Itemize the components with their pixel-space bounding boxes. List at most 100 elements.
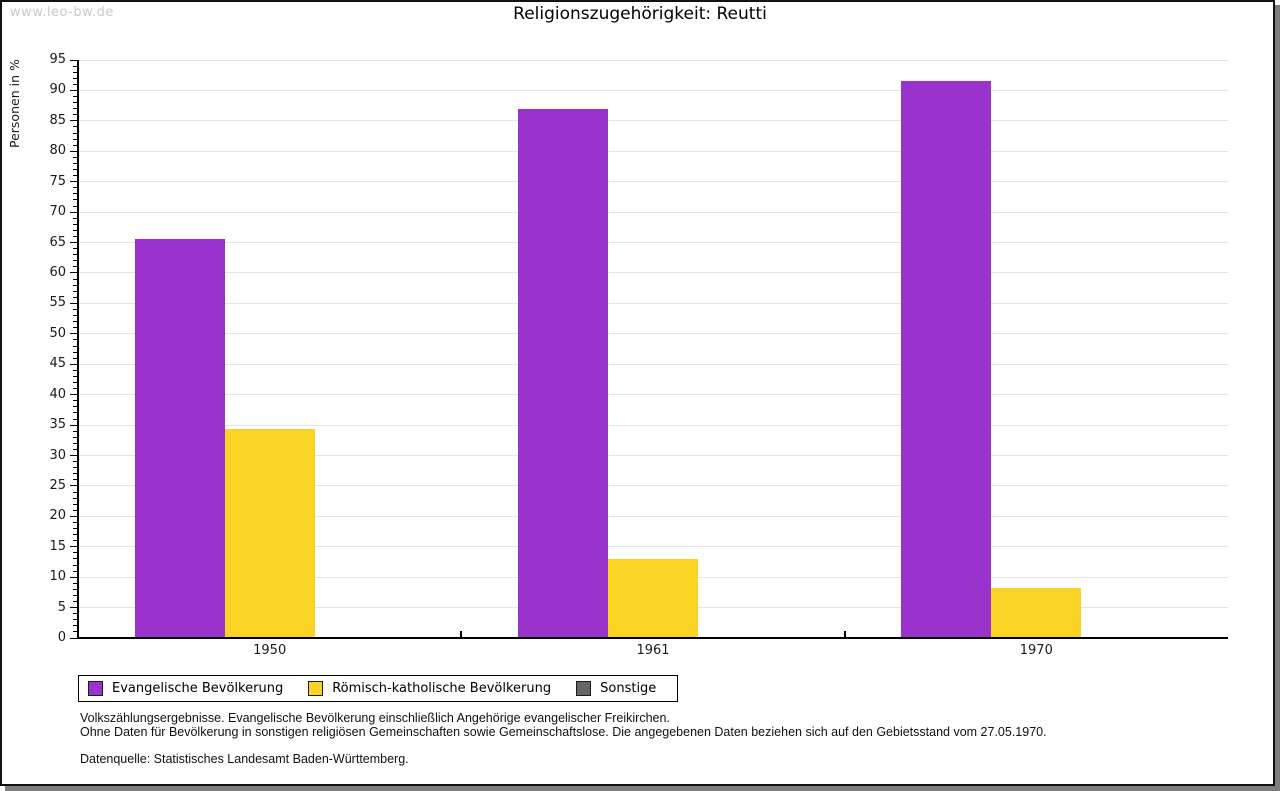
y-minor-tick xyxy=(73,534,77,536)
y-tick-label: 20 xyxy=(49,508,66,524)
x-axis-line xyxy=(77,637,1228,639)
y-minor-tick xyxy=(73,418,77,420)
y-major-tick xyxy=(70,333,77,335)
y-minor-tick xyxy=(73,558,77,560)
y-tick-label: 15 xyxy=(49,538,66,554)
gridline xyxy=(78,363,1228,365)
y-major-tick xyxy=(70,89,77,91)
y-minor-tick xyxy=(73,540,77,542)
bar-1950 xyxy=(134,238,225,638)
bar-1970 xyxy=(991,587,1082,638)
y-minor-tick xyxy=(73,96,77,97)
y-tick-label: 25 xyxy=(49,477,66,493)
y-tick-label: 70 xyxy=(49,204,66,220)
y-minor-tick xyxy=(73,406,77,408)
y-minor-tick xyxy=(73,430,77,432)
y-minor-tick xyxy=(73,162,77,164)
y-major-tick xyxy=(70,363,77,365)
gridline xyxy=(78,485,1228,487)
gridline xyxy=(78,120,1228,122)
y-minor-tick xyxy=(73,309,77,310)
y-minor-tick xyxy=(73,169,77,170)
legend-swatch xyxy=(576,681,592,696)
y-tick-label: 50 xyxy=(49,325,66,341)
y-major-tick xyxy=(70,302,77,304)
y-tick-label: 30 xyxy=(49,447,66,463)
bar-1961 xyxy=(608,558,698,638)
y-minor-tick xyxy=(73,199,77,201)
y-minor-tick xyxy=(73,235,77,237)
gridline xyxy=(78,455,1228,456)
gridline xyxy=(78,546,1228,548)
y-minor-tick xyxy=(73,217,77,219)
y-minor-tick xyxy=(73,613,77,615)
y-minor-tick xyxy=(73,260,77,262)
gridline xyxy=(78,150,1228,152)
y-major-tick xyxy=(70,211,77,213)
footnote-line-2: Ohne Daten für Bevölkerung in sonstigen … xyxy=(80,725,1047,739)
y-minor-tick xyxy=(73,77,77,79)
gridline xyxy=(78,424,1228,426)
y-minor-tick xyxy=(73,223,77,225)
gridline xyxy=(78,211,1228,213)
y-major-tick xyxy=(70,120,77,122)
y-minor-tick xyxy=(73,473,77,475)
legend-item: Evangelische Bevölkerung xyxy=(88,681,283,696)
y-tick-label: 85 xyxy=(49,112,66,128)
y-minor-tick xyxy=(73,351,77,353)
y-minor-tick xyxy=(73,582,77,584)
y-minor-tick xyxy=(73,570,77,572)
y-minor-tick xyxy=(73,114,77,116)
y-minor-tick xyxy=(73,503,77,505)
y-major-tick xyxy=(70,424,77,426)
y-minor-tick xyxy=(73,497,77,499)
chart-title: Religionszugehörigkeit: Reutti xyxy=(513,4,767,24)
y-minor-tick xyxy=(73,102,77,104)
y-minor-tick xyxy=(73,254,77,256)
y-minor-tick xyxy=(73,266,77,268)
y-minor-tick xyxy=(73,229,77,231)
y-minor-tick xyxy=(73,83,77,85)
y-minor-tick xyxy=(73,479,77,481)
y-minor-tick xyxy=(73,248,77,250)
footnotes: Volkszählungsergebnisse. Evangelische Be… xyxy=(80,711,1220,739)
y-axis-title: Personen in % xyxy=(7,59,22,148)
y-major-tick xyxy=(70,637,77,639)
source-line: Datenquelle: Statistisches Landesamt Bad… xyxy=(80,752,409,766)
y-minor-tick xyxy=(73,521,77,523)
y-minor-tick xyxy=(73,187,77,189)
y-minor-tick xyxy=(73,132,77,134)
y-minor-tick xyxy=(73,564,77,566)
gridline xyxy=(78,272,1228,274)
y-minor-tick xyxy=(73,382,77,383)
y-minor-tick xyxy=(73,357,77,359)
y-minor-tick xyxy=(73,369,77,371)
legend-label: Römisch-katholische Bevölkerung xyxy=(332,681,552,696)
y-minor-tick xyxy=(73,400,77,402)
y-minor-tick xyxy=(73,448,77,450)
bar-1970 xyxy=(901,81,992,638)
y-major-tick xyxy=(70,181,77,183)
y-tick-label: 5 xyxy=(57,599,66,615)
y-minor-tick xyxy=(73,71,77,73)
y-minor-tick xyxy=(73,601,77,602)
y-minor-tick xyxy=(73,193,77,195)
y-tick-label: 95 xyxy=(49,52,66,67)
bar-1961 xyxy=(518,108,608,638)
y-minor-tick xyxy=(73,461,77,463)
y-minor-tick xyxy=(73,126,77,128)
gridline xyxy=(78,242,1228,243)
y-minor-tick xyxy=(73,436,77,438)
y-minor-tick xyxy=(73,327,77,329)
legend: Evangelische Bevölkerung Römisch-katholis… xyxy=(78,675,678,702)
y-tick-label: 45 xyxy=(49,356,66,372)
y-major-tick xyxy=(70,242,77,243)
gridline xyxy=(78,181,1228,183)
y-minor-tick xyxy=(73,339,77,341)
y-minor-tick xyxy=(73,156,77,158)
y-minor-tick xyxy=(73,345,77,347)
frame-shadow-right xyxy=(1275,5,1280,791)
y-minor-tick xyxy=(73,65,77,67)
